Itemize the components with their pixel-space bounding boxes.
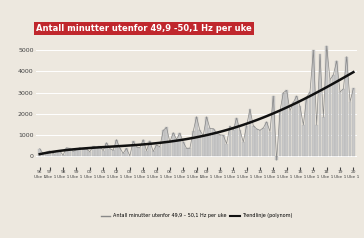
Bar: [275, 156, 278, 160]
Bar: [262, 128, 265, 156]
Bar: [132, 141, 135, 156]
Bar: [345, 57, 348, 156]
Bar: [352, 88, 355, 156]
Bar: [58, 151, 61, 156]
Bar: [155, 145, 158, 156]
Bar: [118, 148, 121, 156]
Bar: [112, 150, 115, 156]
Legend: Antall minutter utenfor 49,9 – 50,1 Hz per uke, Trendlinje (polynom): Antall minutter utenfor 49,9 – 50,1 Hz p…: [99, 211, 294, 220]
Bar: [302, 125, 305, 156]
Bar: [215, 133, 218, 156]
Bar: [278, 111, 281, 156]
Bar: [115, 140, 118, 156]
Bar: [192, 131, 195, 156]
Bar: [332, 75, 335, 156]
Bar: [165, 127, 168, 156]
Bar: [205, 117, 208, 156]
Bar: [265, 122, 268, 156]
Bar: [269, 132, 272, 156]
Bar: [38, 149, 41, 156]
Bar: [349, 102, 352, 156]
Bar: [209, 128, 211, 156]
Bar: [138, 148, 141, 156]
Bar: [52, 154, 55, 156]
Bar: [98, 146, 101, 156]
Bar: [185, 148, 188, 156]
Bar: [102, 151, 104, 156]
Bar: [78, 148, 81, 156]
Bar: [222, 135, 225, 156]
Bar: [45, 152, 48, 156]
Bar: [85, 149, 88, 156]
Bar: [48, 151, 51, 156]
Bar: [172, 133, 175, 156]
Bar: [289, 111, 292, 156]
Bar: [125, 149, 128, 156]
Bar: [152, 151, 155, 156]
Bar: [318, 55, 321, 156]
Bar: [212, 129, 215, 156]
Bar: [218, 135, 221, 156]
Bar: [202, 136, 205, 156]
Bar: [169, 142, 171, 156]
Bar: [122, 153, 124, 156]
Bar: [255, 129, 258, 156]
Bar: [295, 96, 298, 156]
Bar: [335, 61, 338, 156]
Bar: [305, 97, 308, 156]
Bar: [198, 130, 201, 156]
Bar: [195, 117, 198, 156]
Bar: [242, 142, 245, 156]
Bar: [72, 151, 75, 156]
Bar: [82, 149, 84, 156]
Bar: [55, 151, 58, 156]
Bar: [158, 147, 161, 156]
Bar: [92, 146, 95, 156]
Bar: [245, 126, 248, 156]
Bar: [41, 154, 44, 156]
Bar: [189, 148, 191, 156]
Bar: [182, 142, 185, 156]
Bar: [175, 139, 178, 156]
Bar: [229, 126, 232, 156]
Bar: [145, 151, 148, 156]
Bar: [95, 147, 98, 156]
Bar: [62, 155, 64, 156]
Text: Antall minutter utenfor 49,9 -50,1 Hz per uke: Antall minutter utenfor 49,9 -50,1 Hz pe…: [36, 24, 252, 33]
Bar: [68, 149, 71, 156]
Bar: [252, 126, 255, 156]
Bar: [149, 141, 151, 156]
Bar: [309, 92, 312, 156]
Bar: [135, 147, 138, 156]
Bar: [142, 140, 145, 156]
Bar: [258, 130, 261, 156]
Bar: [178, 133, 181, 156]
Bar: [339, 92, 341, 156]
Bar: [282, 93, 285, 156]
Bar: [292, 102, 295, 156]
Bar: [272, 96, 275, 156]
Bar: [225, 144, 228, 156]
Bar: [285, 90, 288, 156]
Bar: [329, 80, 332, 156]
Bar: [75, 150, 78, 156]
Bar: [249, 109, 252, 156]
Bar: [238, 130, 241, 156]
Bar: [312, 50, 315, 156]
Bar: [342, 89, 345, 156]
Bar: [162, 130, 165, 156]
Bar: [315, 125, 318, 156]
Bar: [88, 152, 91, 156]
Bar: [108, 149, 111, 156]
Bar: [232, 130, 235, 156]
Bar: [105, 143, 108, 156]
Bar: [235, 118, 238, 156]
Bar: [65, 148, 68, 156]
Bar: [322, 117, 325, 156]
Bar: [325, 46, 328, 156]
Bar: [298, 106, 301, 156]
